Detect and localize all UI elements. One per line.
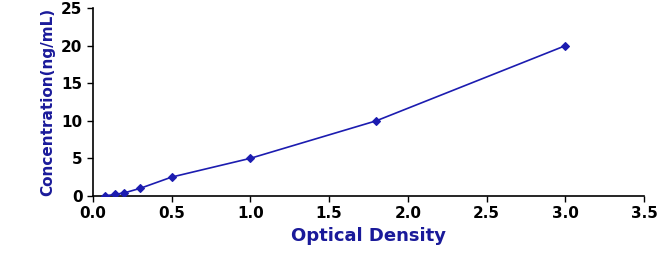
Y-axis label: Concentration(ng/mL): Concentration(ng/mL) <box>41 8 56 196</box>
X-axis label: Optical Density: Optical Density <box>291 227 446 245</box>
